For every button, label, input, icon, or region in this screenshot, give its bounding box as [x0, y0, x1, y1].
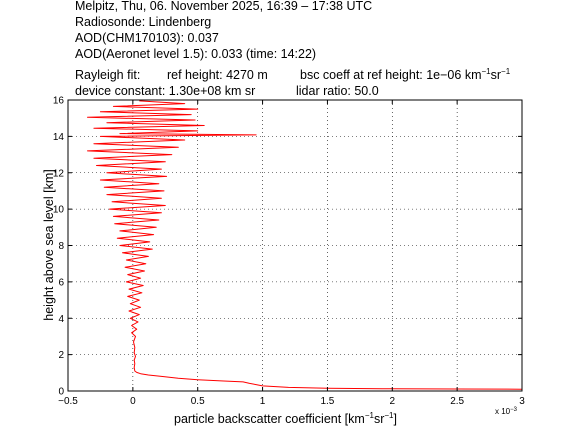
grid-lines — [68, 100, 522, 391]
lidar-ratio-text: lidar ratio: 50.0 — [296, 84, 379, 98]
y-tick-label: 12 — [53, 168, 65, 179]
bsc-coeff-text: bsc coeff at ref height: 1e−06 km−1sr−1 — [300, 67, 511, 83]
x-multiplier-base: x 10 — [495, 407, 511, 416]
y-tick-label: 10 — [53, 205, 65, 216]
y-tick-label: 14 — [53, 132, 65, 143]
x-multiplier-exp: −3 — [510, 407, 518, 413]
header-line-4: AOD(Aeronet level 1.5): 0.033 (time: 14:… — [75, 47, 317, 61]
y-axis-label: height above sea level [km] — [42, 169, 56, 320]
header-line-2: Radiosonde: Lindenberg — [75, 15, 212, 29]
header-line-3: AOD(CHM170103): 0.037 — [75, 31, 219, 45]
backscatter-series-line — [87, 100, 523, 390]
y-tick-label: 8 — [58, 241, 64, 252]
x-axis-label-end: ] — [394, 412, 397, 426]
y-tick-label: 16 — [53, 96, 65, 107]
x-tick-label: 2 — [390, 396, 396, 407]
y-tick-label: 2 — [58, 350, 64, 361]
y-tick-label: 4 — [58, 314, 64, 325]
x-tick-label: 1 — [260, 396, 266, 407]
x-tick-label: 0 — [130, 396, 136, 407]
y-tick-label: 0 — [58, 387, 64, 398]
x-tick-label: 0.5 — [191, 396, 205, 407]
header-line-1: Melpitz, Thu, 06. November 2025, 16:39 –… — [75, 0, 373, 13]
x-multiplier: x 10−3 — [495, 407, 518, 416]
series-group — [87, 100, 523, 390]
device-constant-text: device constant: 1.30e+08 km sr — [75, 84, 256, 98]
x-axis-label-sr: sr — [374, 412, 384, 426]
x-tick-label: 3 — [519, 396, 525, 407]
x-axis-label-main: particle backscatter coefficient [km — [174, 412, 365, 426]
ref-height-text: ref height: 4270 m — [167, 68, 268, 82]
bsc-coeff-prefix: bsc coeff at ref height: 1e−06 km — [300, 68, 482, 82]
x-tick-label: 1.5 — [320, 396, 334, 407]
y-tick-label: 6 — [58, 277, 64, 288]
rayleigh-fit-label: Rayleigh fit: — [75, 68, 141, 82]
x-axis-label-exp1: −1 — [365, 411, 375, 420]
x-tick-label: −0.5 — [58, 396, 78, 407]
bsc-unit-sr: sr — [490, 68, 502, 82]
bsc-unit-exp2: −1 — [501, 67, 511, 76]
bsc-unit-exp1: −1 — [481, 67, 491, 76]
x-axis-label-exp2: −1 — [384, 411, 394, 420]
x-tick-label: 2.5 — [450, 396, 464, 407]
x-axis-label: particle backscatter coefficient [km−1sr… — [174, 411, 397, 426]
